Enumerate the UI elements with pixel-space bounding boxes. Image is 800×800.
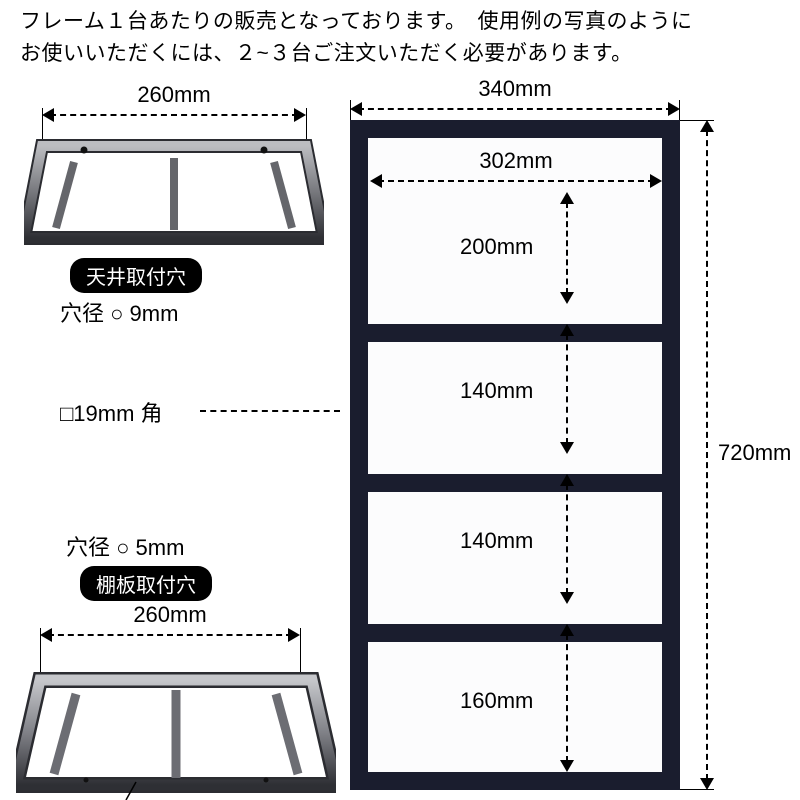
vdim-200-label: 200mm [460,234,533,260]
dim-main-width: 340mm [350,76,680,116]
pill-shelf-hole: 棚板取付穴 [80,566,212,601]
tick [679,100,680,122]
shelf-bar [368,324,662,342]
tick [680,120,714,121]
dim-inner-width: 302mm [370,148,662,188]
intro-text: フレーム１台あたりの販売となっております。 使用例の写真のように お使いいただく… [20,6,780,69]
vdim-200 [560,192,574,304]
leader-line [200,410,340,412]
persp-frame-bottom [16,650,336,790]
arrow-left-upper [42,108,306,122]
pill-shelf-hole-text: 棚板取付穴 [80,566,212,601]
tick [350,100,351,122]
dim-left-lower-width: 260mm [40,602,300,642]
pill-ceiling-hole-text: 天井取付穴 [70,258,202,293]
dim-left-lower-width-label: 260mm [40,602,300,628]
vdim-140b-label: 140mm [460,528,533,554]
dim-left-upper-width-label: 260mm [24,82,324,108]
vdim-140a [560,324,574,454]
vdim-140b [560,474,574,604]
label-square-profile: □19mm 角 [60,396,163,428]
dim-main-height-label: 720mm [718,440,791,466]
dim-main-height [700,120,714,790]
vdim-160 [560,624,574,772]
dim-main-width-label: 340mm [350,76,680,102]
shelf-bar [368,474,662,492]
dim-left-upper-width: 260mm [24,82,324,122]
tick [680,789,714,790]
dim-inner-width-label: 302mm [370,148,662,174]
arrow-main-width [350,102,680,116]
label-shelf-hole-dia: 穴径 ○ 5mm [66,530,184,562]
arrow-inner-width [370,174,662,188]
label-ceiling-hole-dia: 穴径 ○ 9mm [60,296,178,328]
persp-frame-top [24,128,324,248]
shelf-bar [368,624,662,642]
intro-line2: お使いいただくには、２~３台ご注文いただく必要があります。 [20,42,633,65]
intro-line1: フレーム１台あたりの販売となっております。 使用例の写真のように [20,10,692,33]
vdim-140a-label: 140mm [460,378,533,404]
arrow-left-lower [40,628,300,642]
vdim-160-label: 160mm [460,688,533,714]
pill-ceiling-hole: 天井取付穴 [70,258,202,293]
